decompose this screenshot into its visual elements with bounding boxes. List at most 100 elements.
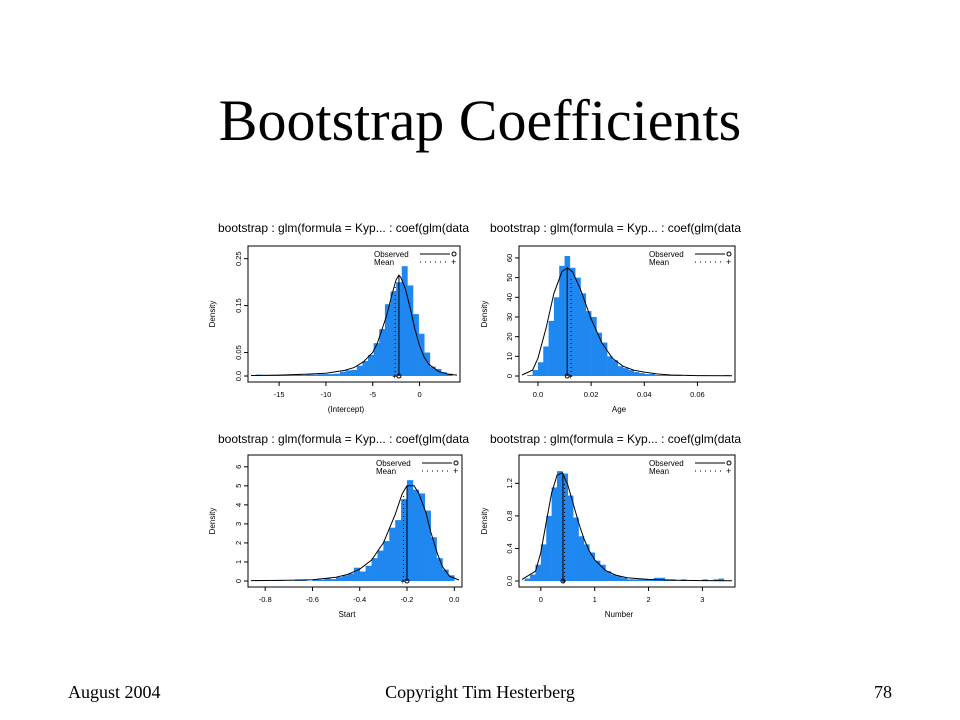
plot-area: +	[250, 266, 458, 381]
histogram-bar	[524, 578, 531, 581]
histogram-bar	[342, 575, 349, 581]
y-tick-label: 3	[234, 522, 243, 526]
histogram-bar	[589, 552, 595, 581]
histogram-bar	[628, 370, 634, 376]
histogram-bar	[424, 352, 431, 376]
histogram-bar	[362, 360, 369, 376]
histogram-bar	[638, 373, 645, 376]
histogram-bar	[351, 369, 358, 376]
x-tick-label: 0.04	[637, 390, 652, 399]
legend-label: Observed	[649, 250, 684, 259]
histogram-bar	[585, 311, 592, 376]
y-tick-label: 40	[505, 293, 514, 301]
histogram-bar	[627, 579, 633, 581]
x-axis-label: Age	[612, 405, 627, 414]
y-tick-label: 4	[234, 503, 243, 507]
histogram-bar	[401, 266, 408, 376]
histogram-bar	[395, 520, 402, 581]
histogram-bar	[537, 362, 544, 376]
y-tick-label: 20	[505, 332, 514, 340]
histogram-bar	[448, 575, 455, 581]
legend-label: Mean	[376, 467, 396, 476]
y-tick-label: 5	[234, 484, 243, 488]
histogram-bar	[527, 375, 533, 376]
histogram-bar	[617, 366, 624, 376]
histogram-bar	[294, 580, 301, 581]
plot-frame	[247, 454, 463, 588]
x-tick-label: -0.4	[353, 595, 366, 604]
y-axis-label: Density	[208, 301, 217, 328]
x-tick-label: 3	[700, 595, 704, 604]
panel-title: bootstrap : glm(formula = Kyp... : coef(…	[218, 221, 469, 235]
x-tick-label: 0.02	[584, 390, 599, 399]
histogram-bar	[623, 368, 629, 376]
histogram-bar	[336, 577, 343, 581]
histogram-bar	[594, 560, 601, 581]
x-tick-label: 0	[539, 595, 543, 604]
histogram-bar	[345, 370, 352, 376]
observed-marker	[564, 373, 570, 379]
y-tick-label: 0.25	[234, 251, 243, 266]
x-tick-label: 2	[646, 595, 650, 604]
histogram-bar	[546, 515, 552, 581]
histogram-bar	[347, 573, 355, 581]
panel-title: bootstrap : glm(formula = Kyp... : coef(…	[490, 221, 741, 235]
density-curve	[521, 267, 733, 377]
histogram-bar	[713, 579, 719, 581]
plot-frame	[518, 454, 736, 588]
histogram-bar	[359, 571, 366, 581]
histogram-bar	[317, 374, 324, 376]
y-tick-label: 6	[234, 465, 243, 469]
legend-label: Mean	[649, 258, 669, 267]
histogram-bar	[389, 527, 396, 581]
x-tick-label: 0.06	[690, 390, 705, 399]
histogram-bar	[390, 291, 397, 376]
histogram-bar	[429, 366, 436, 376]
histogram-bar	[601, 342, 608, 376]
histogram-bar	[605, 571, 612, 581]
y-tick-label: 1	[234, 560, 243, 564]
histogram-bar	[621, 577, 628, 581]
legend-label: Observed	[376, 459, 411, 468]
observed-marker	[396, 373, 402, 379]
histogram-bar	[311, 374, 318, 376]
histogram-bar	[323, 374, 330, 376]
legend-marker	[453, 460, 459, 466]
histogram-bar	[407, 285, 414, 376]
histogram-bar	[660, 375, 666, 376]
legend-marker: +	[726, 466, 731, 476]
y-tick-label: 0.8	[505, 511, 514, 521]
histogram-bar	[540, 544, 547, 581]
histogram-bar	[676, 375, 682, 376]
histogram-bar	[383, 541, 390, 581]
histogram-bar	[575, 277, 581, 376]
histogram-bar	[648, 579, 655, 581]
mean-marker: +	[562, 577, 567, 586]
x-tick-label: 0.0	[533, 390, 543, 399]
y-tick-label: 0.05	[234, 345, 243, 360]
y-tick-label: 0.0	[505, 576, 514, 586]
y-tick-label: 0.4	[505, 543, 514, 553]
histogram-bar	[607, 356, 613, 376]
histogram-bar	[643, 579, 649, 581]
histogram-bar	[412, 314, 419, 376]
histogram-bar	[644, 374, 650, 376]
density-curve	[250, 485, 460, 582]
plot-area: +	[250, 480, 460, 586]
histogram-bar	[371, 558, 378, 581]
histogram-bar	[557, 471, 563, 581]
histogram-bar	[435, 368, 442, 376]
histogram-bar	[379, 329, 386, 376]
histogram-bar	[632, 579, 639, 581]
x-tick-label: -0.6	[306, 595, 319, 604]
histogram-bar	[368, 354, 374, 376]
histogram-bar	[567, 495, 574, 581]
x-axis-label: Number	[605, 610, 634, 619]
footer-page-number: 78	[874, 682, 892, 702]
histogram-bar	[356, 365, 363, 376]
x-tick-label: -5	[369, 390, 376, 399]
y-tick-label: 0.15	[234, 298, 243, 313]
histogram-bar	[365, 565, 372, 581]
histogram-bar	[407, 480, 414, 581]
